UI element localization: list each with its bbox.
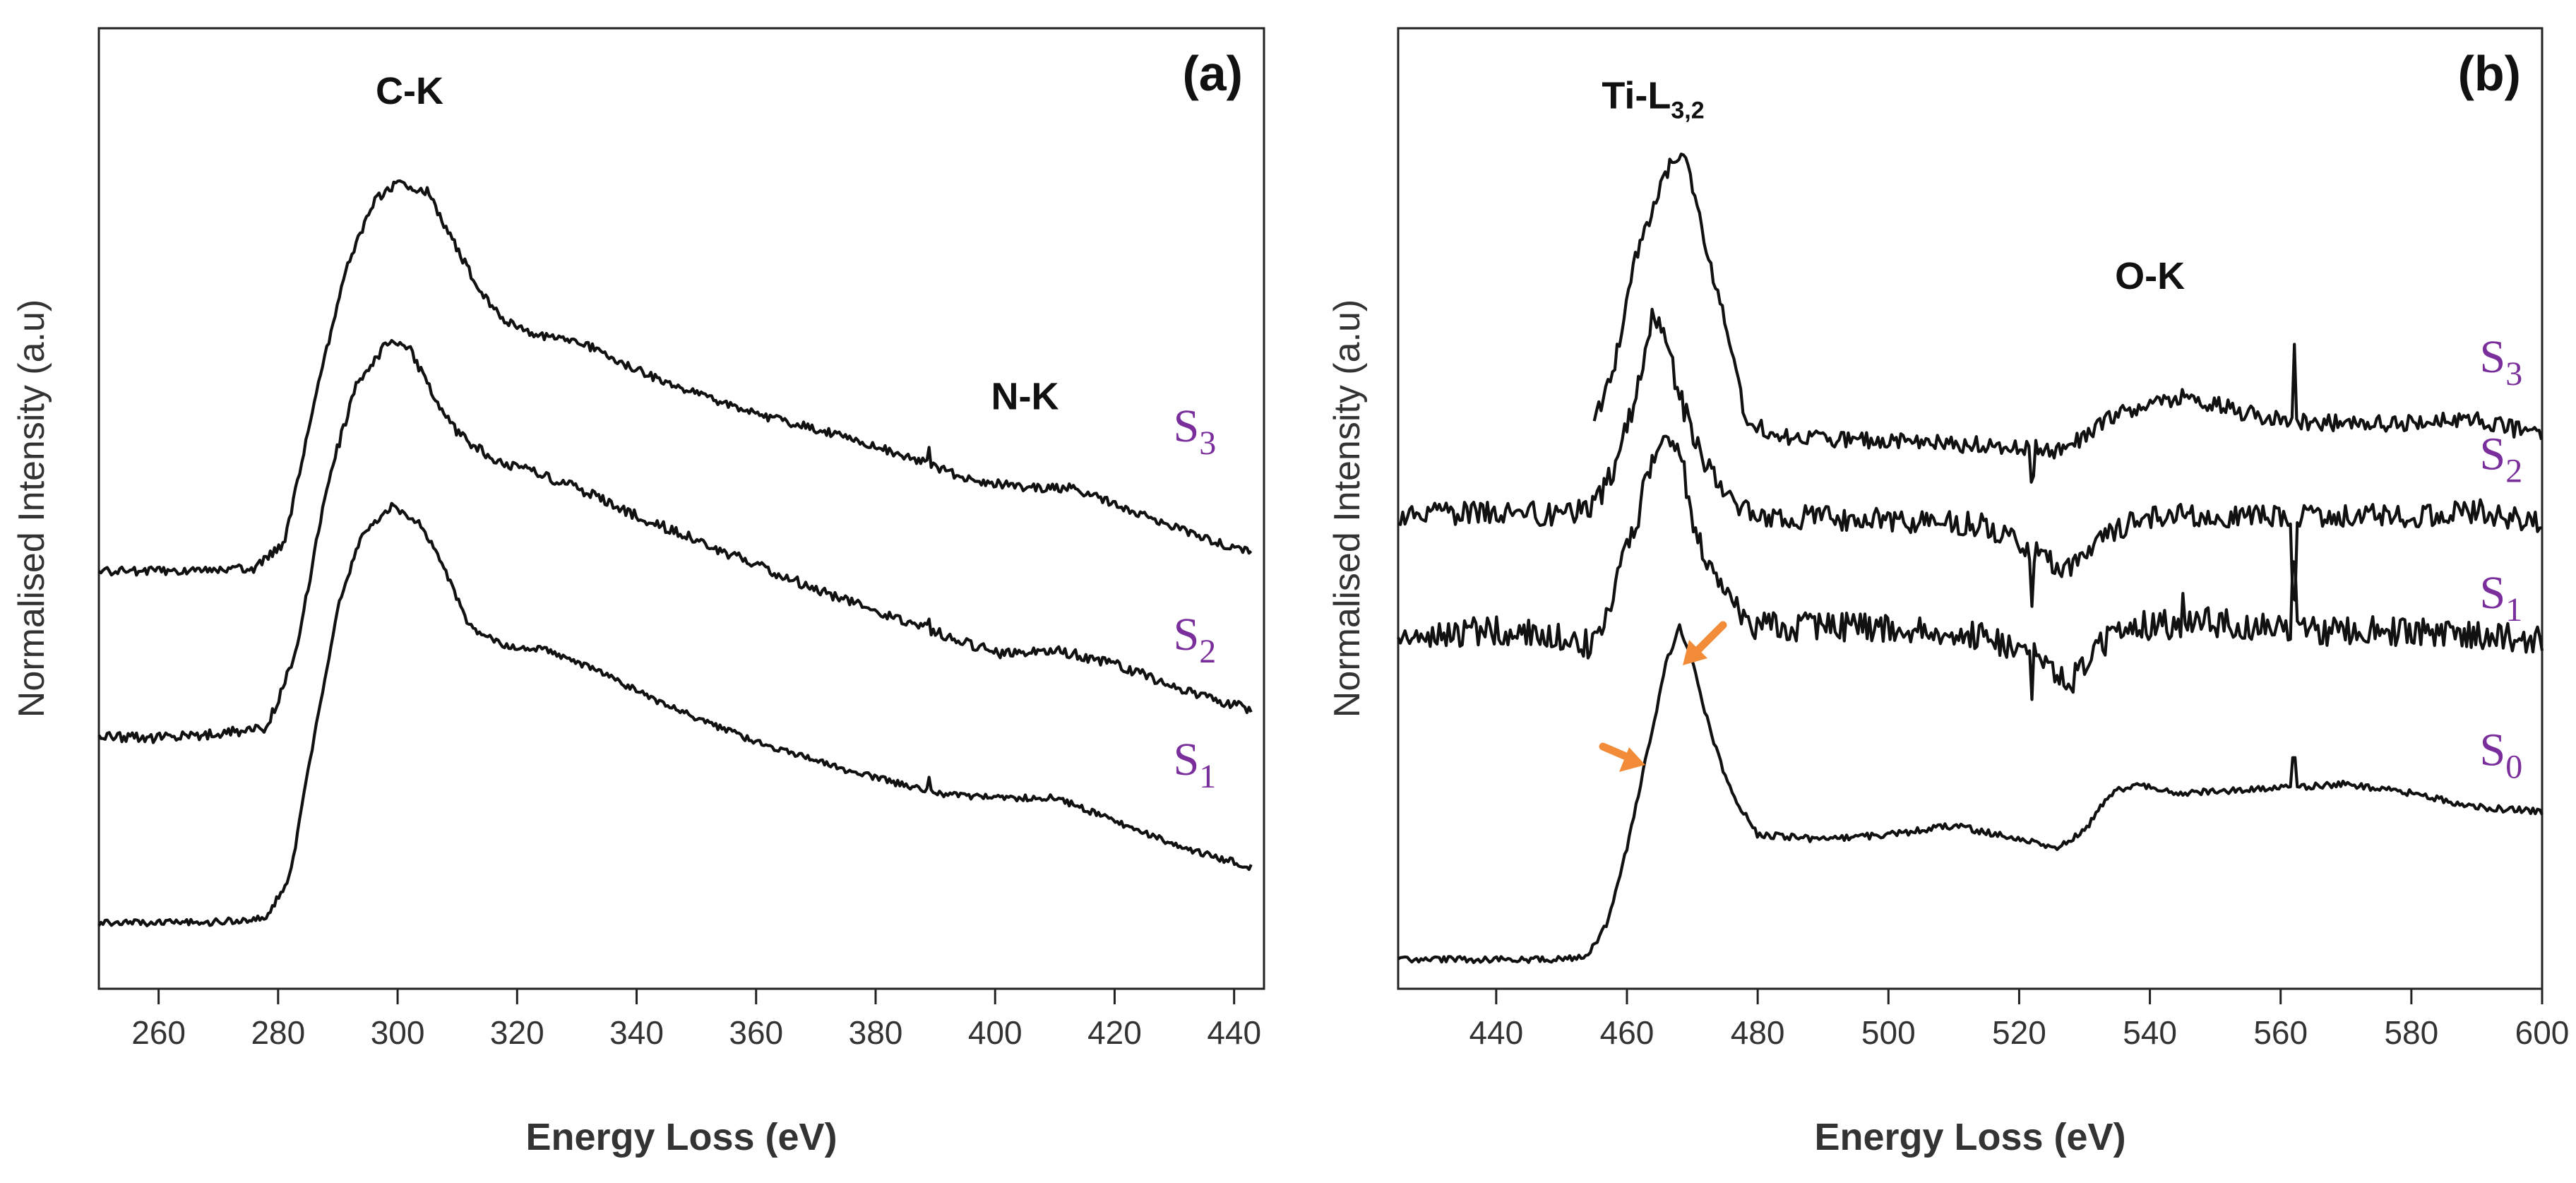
x-tick-label: 300 bbox=[371, 1014, 425, 1051]
series-label-base: S bbox=[1174, 734, 1200, 785]
series-label-base: S bbox=[1174, 609, 1200, 660]
x-tick-label: 420 bbox=[1087, 1014, 1142, 1051]
series-line-s3 bbox=[1592, 153, 2544, 484]
panel-a-x-axis-label: Energy Loss (eV) bbox=[525, 1116, 837, 1158]
series-label-base: S bbox=[2480, 725, 2506, 776]
series-label-subscript: 2 bbox=[2505, 453, 2522, 490]
series-label-s1: S1 bbox=[1174, 734, 1217, 795]
series-label-subscript: 3 bbox=[2505, 355, 2522, 393]
arrow-right-indicator bbox=[1599, 742, 1645, 772]
series-line-s3 bbox=[97, 179, 1253, 577]
edge-annotation-text: Ti-L bbox=[1602, 75, 1671, 117]
x-tick-label: 340 bbox=[609, 1014, 664, 1051]
series-label-s2: S2 bbox=[1174, 609, 1217, 670]
x-tick-label: 460 bbox=[1600, 1014, 1654, 1051]
panel-b-frame bbox=[1397, 27, 2544, 990]
series-label-subscript: 3 bbox=[1199, 424, 1216, 462]
series-label-s2: S2 bbox=[2480, 429, 2523, 490]
edge-annotation-subscript: 3,2 bbox=[1671, 97, 1704, 124]
x-tick-label: 500 bbox=[1861, 1014, 1916, 1051]
edge-annotation-text: N-K bbox=[991, 375, 1059, 417]
series-line-s2 bbox=[97, 339, 1253, 744]
panel-b: (b) Normalised Intensity (a.u) Energy Lo… bbox=[1327, 27, 2569, 1158]
x-tick-label: 580 bbox=[2384, 1014, 2438, 1051]
series-label-s3: S3 bbox=[1174, 400, 1217, 462]
series-label-subscript: 0 bbox=[2505, 749, 2522, 786]
edge-annotation-text: O-K bbox=[2115, 255, 2185, 297]
x-tick-label: 560 bbox=[2253, 1014, 2308, 1051]
x-tick-label: 520 bbox=[1992, 1014, 2046, 1051]
x-tick-label: 400 bbox=[968, 1014, 1022, 1051]
x-tick-label: 280 bbox=[251, 1014, 305, 1051]
panel-a: (a) Normalised Intensity (a.u) Energy Lo… bbox=[11, 27, 1265, 1158]
x-tick-label: 540 bbox=[2123, 1014, 2177, 1051]
panel-b-label: (b) bbox=[2458, 46, 2521, 101]
x-tick-label: 480 bbox=[1731, 1014, 1785, 1051]
panel-b-x-axis-label: Energy Loss (eV) bbox=[1814, 1116, 2125, 1158]
x-tick-label: 260 bbox=[131, 1014, 186, 1051]
x-tick-label: 320 bbox=[490, 1014, 544, 1051]
series-label-base: S bbox=[2480, 429, 2506, 480]
series-label-subscript: 2 bbox=[1199, 633, 1216, 670]
x-tick-label: 380 bbox=[849, 1014, 903, 1051]
series-label-base: S bbox=[2480, 567, 2506, 619]
series-line-s2 bbox=[1397, 307, 2543, 608]
series-label-subscript: 1 bbox=[2505, 591, 2522, 629]
panel-b-y-axis-label: Normalised Intensity (a.u) bbox=[1327, 299, 1368, 718]
panel-a-y-axis-label: Normalised Intensity (a.u) bbox=[11, 299, 52, 718]
series-label-s3: S3 bbox=[2480, 331, 2523, 393]
series-line-s1 bbox=[97, 501, 1253, 927]
panel-b-annotations: Ti-L3,2 O-K bbox=[1602, 75, 2185, 297]
edge-annotation-text: C-K bbox=[376, 70, 443, 112]
series-label-s1: S1 bbox=[2480, 567, 2523, 629]
x-tick-label: 440 bbox=[1469, 1014, 1523, 1051]
panel-a-annotations: C-K N-K bbox=[376, 70, 1059, 417]
panel-b-arrows bbox=[1599, 621, 1727, 772]
x-tick-label: 600 bbox=[2515, 1014, 2570, 1051]
series-label-base: S bbox=[2480, 331, 2506, 383]
series-label-s0: S0 bbox=[2480, 725, 2523, 786]
panel-a-label: (a) bbox=[1182, 46, 1243, 101]
arrow-down-left-indicator bbox=[1683, 621, 1727, 665]
panel-a-frame bbox=[97, 27, 1265, 990]
series-label-base: S bbox=[1174, 400, 1200, 452]
edge-annotation: C-K bbox=[376, 70, 443, 112]
edge-annotation: Ti-L3,2 bbox=[1602, 75, 1704, 124]
edge-annotation: N-K bbox=[991, 375, 1059, 417]
series-line-s1 bbox=[1397, 434, 2544, 701]
panel-a-x-ticks: 260 280 300 320 340 360 380 400 420 440 bbox=[131, 989, 1261, 1051]
panel-b-x-ticks: 440 460 480 500 520 540 560 580 600 bbox=[1469, 989, 2569, 1051]
x-tick-label: 360 bbox=[729, 1014, 783, 1051]
edge-annotation: O-K bbox=[2115, 255, 2185, 297]
x-tick-label: 440 bbox=[1207, 1014, 1261, 1051]
series-line-s0 bbox=[1397, 623, 2544, 965]
series-label-subscript: 1 bbox=[1199, 758, 1216, 795]
